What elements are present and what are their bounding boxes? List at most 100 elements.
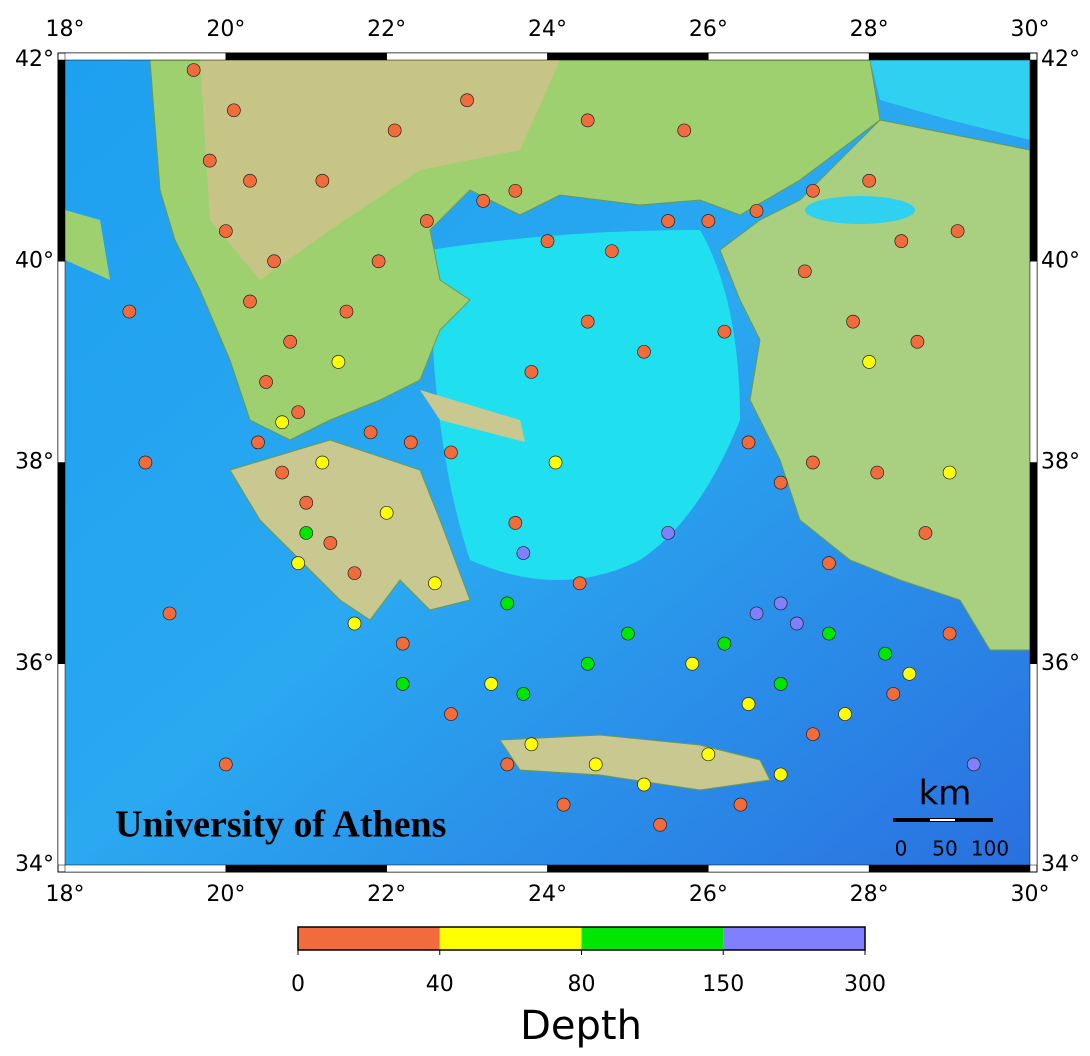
earthquake bbox=[718, 637, 731, 650]
earthquake bbox=[863, 355, 876, 368]
x-tick-label: 20° bbox=[206, 882, 245, 907]
earthquake bbox=[396, 677, 409, 690]
frame-segment bbox=[869, 865, 1030, 872]
colorbar-label: 0 bbox=[291, 972, 305, 997]
earthquake bbox=[348, 617, 361, 630]
earthquake bbox=[380, 506, 393, 519]
earthquake bbox=[686, 657, 699, 670]
y-tick-label: 42° bbox=[1041, 47, 1080, 72]
earthquake bbox=[887, 687, 900, 700]
earthquake bbox=[219, 758, 232, 771]
earthquake bbox=[292, 557, 305, 570]
earthquake bbox=[477, 194, 490, 207]
earthquake bbox=[227, 104, 240, 117]
scale-label: 100 bbox=[971, 837, 1009, 861]
earthquake bbox=[219, 225, 232, 238]
earthquake bbox=[316, 174, 329, 187]
earthquake bbox=[806, 728, 819, 741]
y-tick-label: 34° bbox=[15, 852, 54, 877]
x-tick-label: 20° bbox=[206, 17, 245, 42]
scale-label: 0 bbox=[895, 837, 908, 861]
earthquake bbox=[364, 426, 377, 439]
earthquake bbox=[243, 174, 256, 187]
earthquake bbox=[871, 466, 884, 479]
colorbar-segment bbox=[440, 927, 582, 950]
y-tick-label: 34° bbox=[1041, 852, 1080, 877]
earthquake bbox=[654, 818, 667, 831]
x-tick-label: 22° bbox=[367, 17, 406, 42]
earthquake bbox=[525, 365, 538, 378]
page: University of Athens km 0 50 100 Depth 1… bbox=[0, 0, 1090, 1056]
frame-segment bbox=[548, 53, 709, 60]
earthquake bbox=[879, 647, 892, 660]
colorbar-label: 80 bbox=[568, 972, 596, 997]
y-tick-label: 42° bbox=[15, 47, 54, 72]
earthquake bbox=[774, 476, 787, 489]
x-tick-label: 28° bbox=[850, 882, 889, 907]
frame-segment bbox=[65, 53, 226, 60]
x-tick-label: 26° bbox=[689, 17, 728, 42]
earthquake bbox=[485, 677, 498, 690]
frame-segment bbox=[387, 865, 548, 872]
earthquake bbox=[549, 456, 562, 469]
x-tick-label: 26° bbox=[689, 882, 728, 907]
earthquake bbox=[742, 698, 755, 711]
earthquake bbox=[509, 516, 522, 529]
earthquake bbox=[300, 496, 313, 509]
x-tick-label: 22° bbox=[367, 882, 406, 907]
earthquake bbox=[774, 597, 787, 610]
earthquake bbox=[822, 557, 835, 570]
earthquake bbox=[203, 154, 216, 167]
earthquake bbox=[268, 255, 281, 268]
earthquake bbox=[798, 265, 811, 278]
earthquake bbox=[557, 798, 570, 811]
y-tick-label: 40° bbox=[1041, 248, 1080, 273]
x-tick-label: 30° bbox=[1011, 882, 1050, 907]
earthquake bbox=[300, 526, 313, 539]
colorbar-label: 300 bbox=[844, 972, 886, 997]
frame-segment bbox=[708, 865, 869, 872]
earthquake bbox=[863, 174, 876, 187]
earthquake bbox=[790, 617, 803, 630]
earthquake bbox=[501, 758, 514, 771]
earthquake bbox=[589, 758, 602, 771]
earthquake bbox=[750, 204, 763, 217]
earthquake bbox=[276, 466, 289, 479]
earthquake bbox=[662, 526, 675, 539]
frame-segment bbox=[387, 53, 548, 60]
earthquake bbox=[445, 446, 458, 459]
colorbar-label: 40 bbox=[426, 972, 454, 997]
earthquake bbox=[445, 708, 458, 721]
earthquake bbox=[742, 436, 755, 449]
map: University of Athens km 0 50 100 Depth 1… bbox=[0, 0, 1090, 1052]
earthquake bbox=[806, 184, 819, 197]
earthquake bbox=[943, 627, 956, 640]
earthquake bbox=[517, 547, 530, 560]
earthquake bbox=[581, 657, 594, 670]
y-tick-label: 36° bbox=[1041, 651, 1080, 676]
earthquake bbox=[404, 436, 417, 449]
earthquake bbox=[951, 225, 964, 238]
earthquake bbox=[292, 406, 305, 419]
frame-segment bbox=[226, 53, 387, 60]
earthquake bbox=[260, 376, 273, 389]
earthquake bbox=[420, 215, 433, 228]
earthquake bbox=[428, 577, 441, 590]
earthquake bbox=[388, 124, 401, 137]
earthquake bbox=[718, 325, 731, 338]
earthquake bbox=[702, 748, 715, 761]
earthquake bbox=[895, 235, 908, 248]
earthquake bbox=[638, 778, 651, 791]
frame-segment bbox=[58, 261, 65, 462]
x-tick-label: 28° bbox=[850, 17, 889, 42]
earthquake bbox=[806, 456, 819, 469]
earthquake bbox=[839, 708, 852, 721]
x-tick-label: 24° bbox=[528, 17, 567, 42]
earthquake bbox=[734, 798, 747, 811]
colorbar-segment bbox=[723, 927, 865, 950]
frame-segment bbox=[1030, 60, 1037, 261]
earthquake bbox=[678, 124, 691, 137]
earthquake bbox=[911, 335, 924, 348]
frame-segment bbox=[548, 865, 709, 872]
earthquake bbox=[967, 758, 980, 771]
